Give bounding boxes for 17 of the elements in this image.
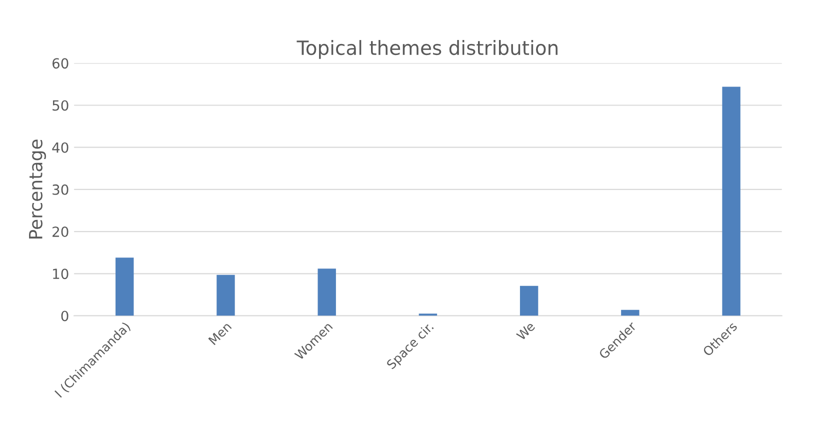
bar bbox=[722, 86, 740, 316]
bar bbox=[216, 274, 235, 316]
chart-title: Topical themes distribution bbox=[296, 40, 558, 59]
y-tick-label: 30 bbox=[52, 184, 68, 195]
bar bbox=[116, 258, 134, 316]
y-tick-label: 50 bbox=[52, 100, 68, 111]
x-tick-label: We bbox=[516, 321, 536, 341]
bar bbox=[621, 310, 640, 316]
bar bbox=[318, 268, 336, 316]
y-tick-label: 60 bbox=[52, 58, 68, 69]
bar bbox=[520, 286, 538, 316]
x-tick-label: Men bbox=[208, 322, 232, 346]
y-tick-label: 20 bbox=[52, 226, 68, 238]
y-tick-label: 10 bbox=[53, 268, 68, 280]
y-tick-label: 0 bbox=[61, 310, 68, 322]
y-tick-label: 40 bbox=[52, 142, 68, 153]
y-axis-title: Percentage bbox=[29, 140, 46, 238]
